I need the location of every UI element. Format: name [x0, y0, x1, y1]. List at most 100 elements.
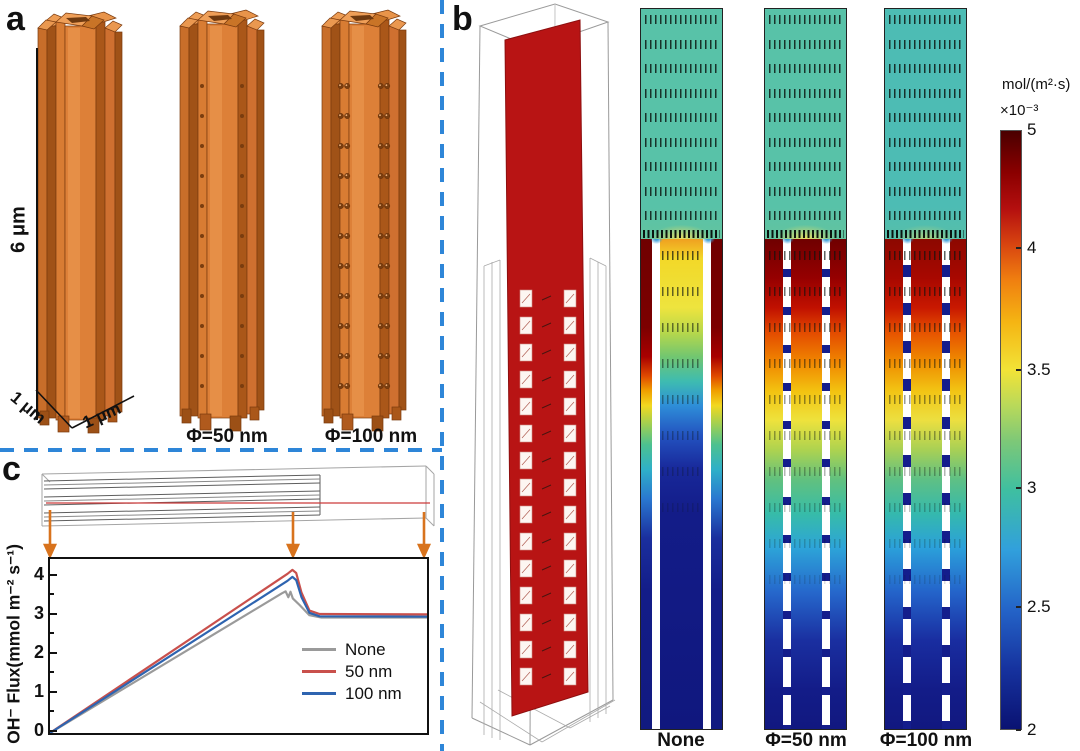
flux-arrow-row — [889, 503, 962, 512]
flux-arrow-row — [769, 39, 842, 49]
y-tick-mark — [50, 573, 57, 576]
flux-arrow-row — [769, 15, 842, 24]
y-tick-label: 1 — [33, 680, 44, 701]
series-none — [49, 590, 427, 734]
fin-gap-dashed — [783, 239, 791, 729]
legend-row: 50 nm — [302, 661, 402, 681]
side-channel — [711, 239, 722, 729]
flux-arrow-row — [645, 15, 718, 24]
flux-map-50nm-upper-region — [765, 9, 846, 239]
pillar-100nm-caption: Φ=100 nm — [324, 426, 418, 447]
y-minor-tick — [50, 710, 54, 713]
flux-arrow-row — [645, 162, 718, 171]
opening-blob — [650, 239, 663, 244]
flux-arrow-row — [769, 539, 842, 548]
flux-arrow-row — [645, 88, 718, 98]
opening-blob — [940, 239, 953, 244]
colorbar-gradient — [1000, 130, 1022, 730]
colorbar-unit-label: mol/(m²·s) — [1002, 76, 1071, 93]
map-caption-none: None — [657, 730, 705, 751]
y-tick-mark — [50, 612, 57, 615]
flux-arrow-row — [661, 251, 702, 260]
flux-plot-curves — [49, 568, 428, 734]
flux-map-none-upper-region — [641, 9, 722, 239]
side-channel — [641, 239, 652, 729]
flux-arrow-row — [889, 323, 962, 332]
panel-b-label: b — [452, 0, 473, 38]
flux-arrow-row — [645, 64, 718, 73]
colorbar-tick-mark — [1016, 729, 1021, 731]
flux-arrow-row — [889, 395, 962, 404]
transition-arrow-row — [887, 230, 964, 238]
y-tick-label: 0 — [33, 720, 44, 740]
colorbar-multiplier-label: ×10⁻³ — [1000, 102, 1039, 119]
colorbar-tick-mark — [1016, 369, 1021, 371]
series-50-nm — [49, 568, 428, 734]
flux-arrow-row — [769, 431, 842, 440]
horizontal-pillar-wireframe — [41, 465, 435, 559]
flux-arrow-row — [889, 15, 962, 24]
flux-arrow-row — [889, 88, 962, 98]
flux-arrow-row — [645, 39, 718, 49]
flux-arrow-row — [889, 539, 962, 548]
pillar-50nm-caption: Φ=50 nm — [186, 426, 268, 447]
flux-arrow-row — [889, 39, 962, 49]
flux-map-100nm-pillar-region — [885, 239, 966, 729]
legend-line-sample — [302, 692, 336, 695]
legend-line-sample — [302, 670, 336, 673]
flux-map-100nm — [884, 8, 967, 730]
flux-plot-frame — [48, 557, 429, 735]
flux-arrow-row — [889, 211, 962, 220]
pillar-pores-50nm-illustration — [179, 9, 265, 432]
colorbar-tick-mark — [1016, 487, 1021, 490]
flux-arrow-row — [769, 287, 842, 296]
fin-gap-dashed — [942, 239, 950, 729]
colorbar-tick-label: 2.5 — [1027, 597, 1051, 616]
fin-gap — [703, 239, 712, 729]
legend-entry-label: 100 nm — [345, 683, 402, 703]
colorbar-tick-label: 3.5 — [1027, 360, 1051, 379]
legend-row: 100 nm — [302, 683, 402, 703]
colorbar-tick-label: 4 — [1027, 238, 1037, 258]
legend-entry-label: None — [345, 639, 386, 659]
flux-arrow-row — [889, 113, 962, 122]
y-tick-label: 3 — [33, 602, 44, 623]
flux-arrow-row — [769, 467, 842, 476]
flux-arrow-row — [661, 323, 702, 332]
colorbar-tick-label: 3 — [1027, 478, 1037, 498]
flux-arrow-row — [889, 287, 962, 296]
y-minor-tick — [50, 632, 54, 635]
panel-c-label: c — [2, 450, 21, 488]
transition-arrow-row — [767, 230, 844, 238]
plot-legend: None 50 nm 100 nm — [302, 639, 402, 703]
flux-arrow-row — [889, 162, 962, 171]
transition-arrow-row — [643, 230, 720, 238]
y-tick-mark — [50, 651, 57, 654]
flux-arrow-row — [769, 137, 842, 147]
flux-arrow-row — [769, 359, 842, 368]
y-tick-mark — [50, 690, 57, 693]
legend-entry-label: 50 nm — [345, 661, 393, 681]
simulation-domain-wireframe — [471, 3, 616, 746]
flux-arrow-row — [661, 467, 702, 476]
flux-map-50nm — [764, 8, 847, 730]
red-slice-plane — [504, 19, 589, 717]
flux-arrow-row — [769, 162, 842, 171]
height-dimension-line — [36, 48, 38, 420]
flux-arrow-row — [889, 251, 962, 260]
pillar-solid-illustration — [37, 11, 123, 434]
flux-arrow-row — [661, 287, 702, 296]
flux-map-none — [640, 8, 723, 730]
flux-arrow-row — [769, 395, 842, 404]
flux-map-100nm-upper-region — [885, 9, 966, 239]
legend-line-sample — [302, 648, 336, 651]
panel-a-label: a — [6, 0, 25, 38]
flux-arrow-row — [769, 88, 842, 98]
flux-arrow-row — [769, 503, 842, 512]
flux-arrow-row — [889, 467, 962, 476]
probe-arrows — [42, 510, 432, 559]
fin-gap-dashed — [822, 239, 830, 729]
center-channel — [659, 239, 704, 729]
flux-map-none-pillar-region — [641, 239, 722, 729]
colorbar-tick-label: 5 — [1027, 120, 1037, 139]
